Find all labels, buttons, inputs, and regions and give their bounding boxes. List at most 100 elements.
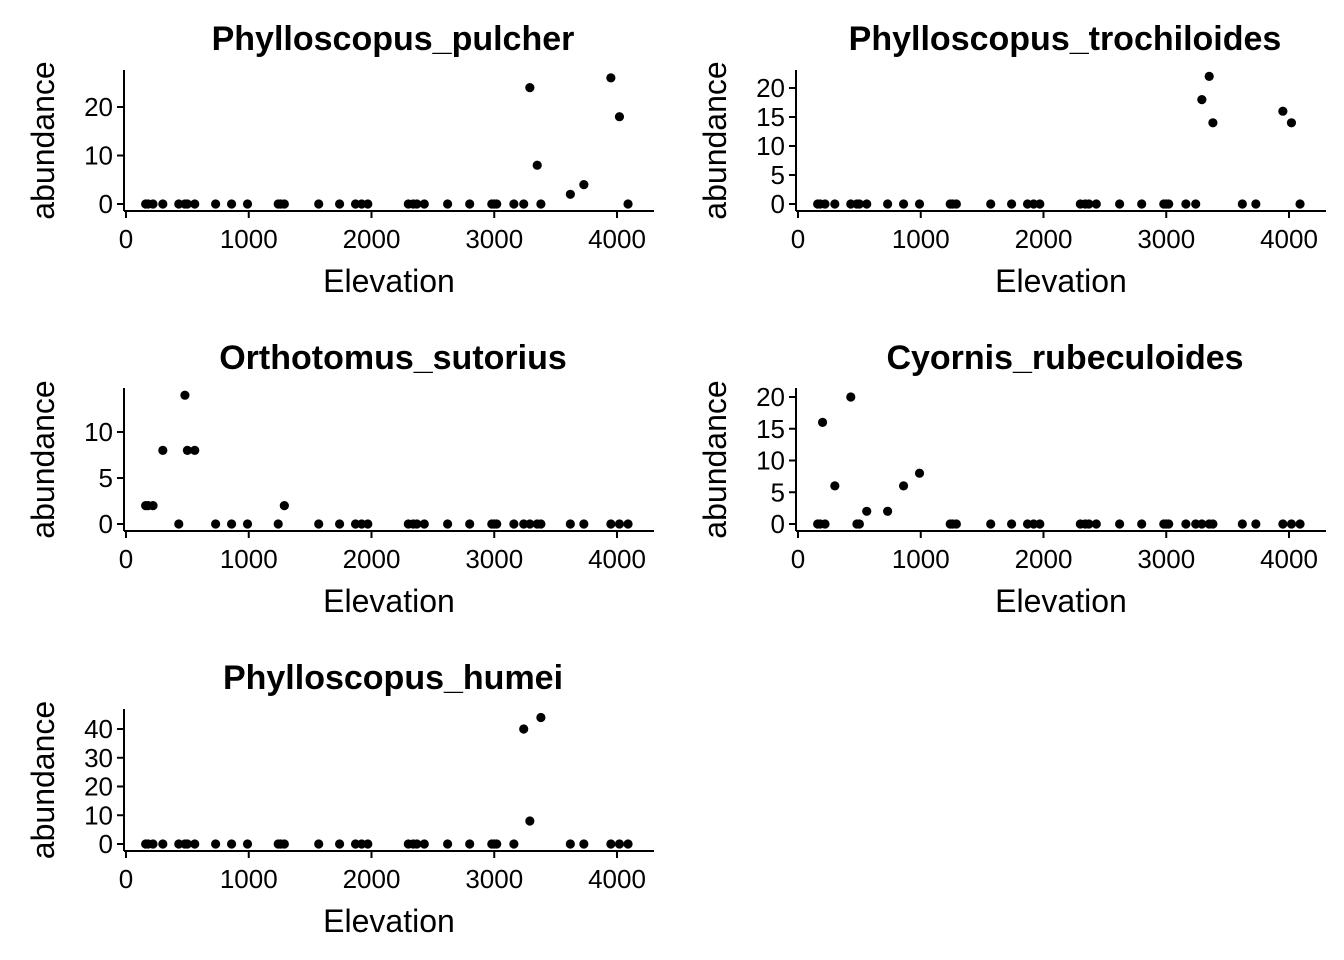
data-point <box>226 519 237 529</box>
data-point <box>854 199 864 209</box>
data-point <box>1208 118 1218 128</box>
data-point <box>158 839 168 849</box>
data-point <box>862 506 872 516</box>
data-point <box>579 519 589 529</box>
x-tick-label: 4000 <box>1260 224 1318 254</box>
y-tick-label: 20 <box>84 772 113 802</box>
data-point <box>334 199 345 209</box>
data-point <box>1181 199 1191 209</box>
data-point <box>1278 519 1288 529</box>
x-tick-label: 3000 <box>1137 544 1195 574</box>
x-tick-label: 4000 <box>588 224 646 254</box>
y-tick-label: 10 <box>84 800 113 830</box>
data-point <box>1006 519 1017 529</box>
data-point <box>314 199 324 209</box>
data-point <box>614 519 625 529</box>
data-point <box>1091 519 1101 529</box>
data-point <box>314 519 324 529</box>
data-point <box>1191 199 1201 209</box>
data-point <box>536 519 546 529</box>
data-point <box>492 519 502 529</box>
data-point <box>1006 199 1017 209</box>
x-tick-label: 3000 <box>465 224 523 254</box>
data-point <box>914 199 925 209</box>
y-tick-label: 15 <box>756 102 785 132</box>
y-tick-label: 40 <box>84 714 113 744</box>
data-point <box>1084 199 1094 209</box>
data-point <box>279 839 289 849</box>
x-tick-label: 4000 <box>1260 544 1318 574</box>
data-point <box>1164 199 1174 209</box>
data-point <box>1286 118 1297 128</box>
data-point <box>1208 519 1218 529</box>
y-tick-label: 10 <box>756 446 785 476</box>
data-point <box>817 417 828 427</box>
data-point <box>363 519 373 529</box>
panel-title: Phylloscopus_trochiloides <box>849 20 1282 58</box>
data-point <box>579 180 589 190</box>
data-point <box>273 519 283 529</box>
y-tick-label: 0 <box>99 829 113 859</box>
data-point <box>465 839 475 849</box>
data-point <box>898 199 909 209</box>
data-point <box>363 199 373 209</box>
data-point <box>443 839 453 849</box>
data-point <box>182 199 192 209</box>
x-tick-label: 1000 <box>892 544 950 574</box>
panel-3: Orthotomus_sutorius 0 5 10 0 1000 2000 3000 4000… <box>25 339 654 619</box>
y-tick-label: 10 <box>84 141 113 171</box>
data-point <box>1237 199 1247 209</box>
data-point <box>830 199 840 209</box>
data-point <box>606 839 616 849</box>
data-point <box>1251 519 1261 529</box>
data-point <box>242 519 253 529</box>
x-axis-title: Elevation <box>323 583 455 619</box>
data-point <box>614 839 625 849</box>
data-point <box>532 160 542 170</box>
data-point <box>509 839 519 849</box>
data-point <box>279 501 289 511</box>
x-tick-label: 0 <box>791 544 805 574</box>
data-point <box>565 189 575 199</box>
data-point <box>1084 519 1094 529</box>
data-point <box>565 839 575 849</box>
x-tick-label: 3000 <box>465 864 523 894</box>
y-tick-label: 10 <box>756 131 785 161</box>
panel-1: Phylloscopus_pulcher 0 10 20 0 1000 2000 3000 40… <box>25 20 654 299</box>
data-point <box>226 199 237 209</box>
data-point <box>180 390 190 400</box>
x-tick-label: 1000 <box>220 544 278 574</box>
data-point <box>1137 519 1147 529</box>
y-tick-label: 0 <box>771 509 785 539</box>
data-point <box>820 199 830 209</box>
data-point <box>279 199 289 209</box>
y-tick-label: 20 <box>756 382 785 412</box>
data-point <box>211 839 221 849</box>
data-point <box>1295 519 1305 529</box>
data-point <box>211 199 221 209</box>
data-point <box>862 199 872 209</box>
data-point <box>986 199 996 209</box>
x-tick-label: 2000 <box>343 864 401 894</box>
data-point <box>190 445 200 455</box>
data-point <box>525 83 535 93</box>
data-point <box>606 519 616 529</box>
data-point <box>174 519 184 529</box>
y-axis-title: abundance <box>25 61 61 219</box>
data-point <box>565 519 575 529</box>
data-point <box>148 199 158 209</box>
y-tick-label: 20 <box>84 92 113 122</box>
y-axis-title: abundance <box>25 701 61 859</box>
x-tick-label: 0 <box>119 224 133 254</box>
y-axis-title: abundance <box>697 380 733 538</box>
y-tick-label: 10 <box>84 417 113 447</box>
data-point <box>614 112 625 122</box>
data-point <box>182 839 192 849</box>
panel-title: Phylloscopus_humei <box>223 659 563 697</box>
data-point <box>148 501 158 511</box>
data-point <box>419 519 429 529</box>
data-point <box>883 506 893 516</box>
